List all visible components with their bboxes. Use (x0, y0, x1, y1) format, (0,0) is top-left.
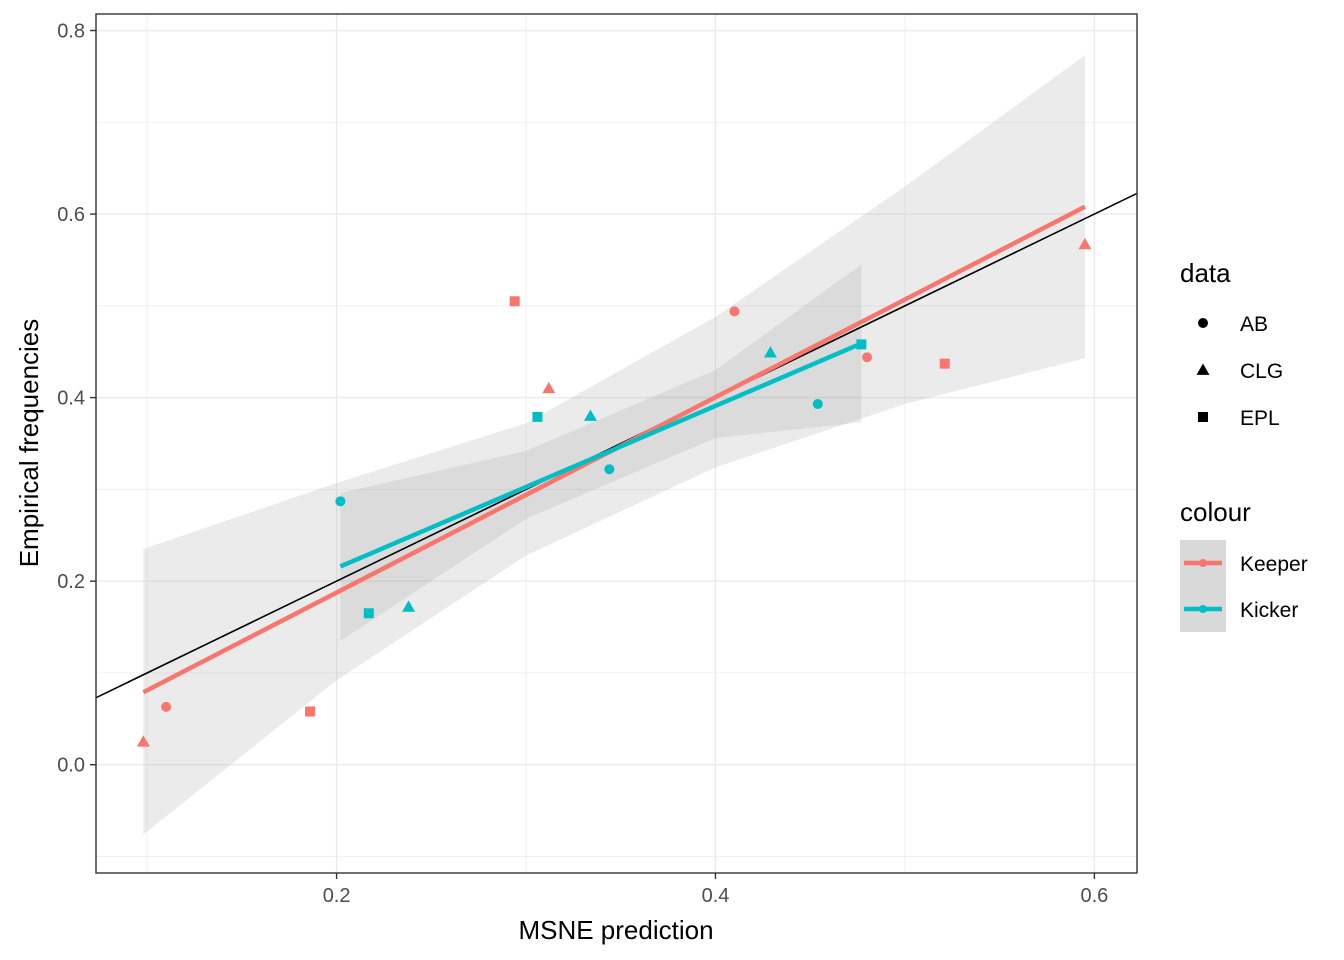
y-tick-label: 0.0 (57, 755, 85, 777)
legend-title-colour: colour (1180, 497, 1251, 527)
reference-line (96, 192, 1137, 699)
data-point-kicker-clg (763, 346, 777, 358)
data-point-keeper-clg (1078, 237, 1092, 250)
data-point-keeper-epl (305, 706, 316, 717)
data-point-kicker-epl (363, 608, 374, 619)
y-tick-label: 0.6 (57, 204, 85, 226)
legend-key-epl (1198, 412, 1208, 422)
y-tick-label: 0.4 (57, 388, 85, 410)
data-point-kicker-ab (604, 464, 615, 475)
data-point-keeper-epl (939, 358, 950, 369)
legend-label-clg: CLG (1240, 360, 1283, 383)
data-point-kicker-ab (812, 399, 823, 410)
data-point-kicker-ab (335, 496, 346, 507)
data-point-keeper-epl (509, 296, 520, 307)
legend-key-clg (1196, 363, 1210, 375)
x-tick-label: 0.6 (1080, 885, 1108, 907)
confidence-band-keeper (143, 55, 1085, 835)
legend: data AB CLG EPL colour Keeper Kicker (1180, 258, 1308, 632)
legend-key-point-kicker (1199, 605, 1207, 613)
data-point-keeper-ab (729, 306, 740, 317)
reference-line-group (96, 192, 1137, 699)
data-point-keeper-ab (862, 352, 873, 363)
y-axis-title: Empirical frequencies (14, 319, 44, 568)
legend-label-epl: EPL (1240, 407, 1280, 430)
data-points (136, 237, 1092, 747)
data-point-keeper-clg (542, 381, 556, 394)
legend-key-ab (1198, 318, 1208, 328)
legend-label-keeper: Keeper (1240, 553, 1308, 576)
legend-label-kicker: Kicker (1240, 599, 1298, 622)
legend-key-point-keeper (1199, 559, 1207, 567)
y-tick-label: 0.8 (57, 21, 85, 43)
x-axis-title: MSNE prediction (518, 915, 713, 945)
fit-lines (142, 204, 1086, 695)
y-tick-label: 0.2 (57, 571, 85, 593)
data-point-keeper-clg (136, 735, 150, 747)
data-point-kicker-clg (583, 409, 597, 421)
fit-line-kicker (339, 341, 863, 569)
x-tick-label: 0.2 (323, 885, 351, 907)
data-point-keeper-ab (161, 701, 172, 712)
grid-lines (96, 14, 1137, 873)
panel-border (95, 13, 1138, 874)
x-tick-label: 0.4 (702, 885, 730, 907)
legend-label-ab: AB (1240, 313, 1268, 336)
axis-ticks: 0.2 0.4 0.6 0.0 0.2 0.4 0.6 0.8 (57, 21, 1108, 907)
legend-title-data: data (1180, 258, 1231, 288)
data-point-kicker-epl (856, 339, 867, 350)
data-point-kicker-epl (532, 411, 543, 422)
data-point-kicker-clg (402, 600, 416, 612)
